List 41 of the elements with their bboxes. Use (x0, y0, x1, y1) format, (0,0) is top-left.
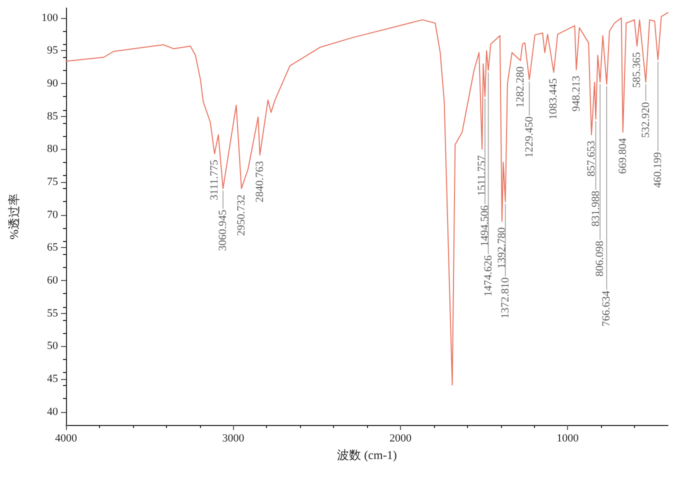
y-tick-label: 80 (47, 143, 58, 156)
y-tick-label: 40 (47, 406, 58, 418)
y-tick-label: 55 (47, 307, 58, 320)
annotation: 1511.757 (476, 154, 488, 196)
annotation: 1282.280 (514, 66, 526, 108)
y-tick-label: 75 (47, 176, 58, 188)
annotation: 1083.445 (548, 78, 560, 120)
annotation: 1229.450 (523, 116, 536, 158)
annotation: 1392.780 (496, 226, 508, 269)
y-tick-label: 60 (47, 274, 58, 287)
annotation: 1494.506 (478, 204, 491, 246)
annotation: 857.653 (585, 140, 598, 176)
annotation: 806.098 (594, 240, 606, 276)
annotation: 831.988 (590, 190, 602, 226)
annotation: 3060.945 (217, 209, 230, 252)
annotation: 3111.775 (208, 159, 221, 200)
x-tick-label: 3000 (222, 432, 245, 444)
annotation: 948.213 (570, 75, 582, 112)
annotation: 669.804 (616, 138, 629, 174)
annotation: 2840.763 (254, 160, 266, 202)
y-tick-label: 85 (47, 110, 58, 122)
annotation: 1372.810 (499, 276, 512, 319)
x-tick-label: 4000 (55, 432, 78, 444)
y-tick-label: 90 (47, 78, 58, 90)
annotation: 585.365 (631, 52, 644, 88)
y-tick-label: 65 (47, 242, 58, 254)
y-tick-label: 100 (42, 12, 58, 24)
y-tick-label: 45 (47, 373, 58, 386)
annotation: 460.199 (652, 152, 664, 188)
line-series (66, 12, 668, 386)
x-axis-title: 波数 (cm-1) (337, 448, 397, 462)
annotation: 1474.626 (482, 254, 494, 296)
annotation: 532.920 (640, 102, 652, 138)
y-tick-label: 70 (47, 208, 58, 221)
y-tick-label: 50 (47, 340, 58, 352)
annotation: 2950.732 (235, 194, 248, 236)
x-tick-label: 1000 (556, 432, 580, 444)
annotation: 766.634 (600, 290, 613, 326)
y-tick-label: 95 (47, 44, 58, 57)
x-tick-label: 2000 (389, 432, 412, 444)
y-axis-title: %透过率 (7, 194, 21, 240)
